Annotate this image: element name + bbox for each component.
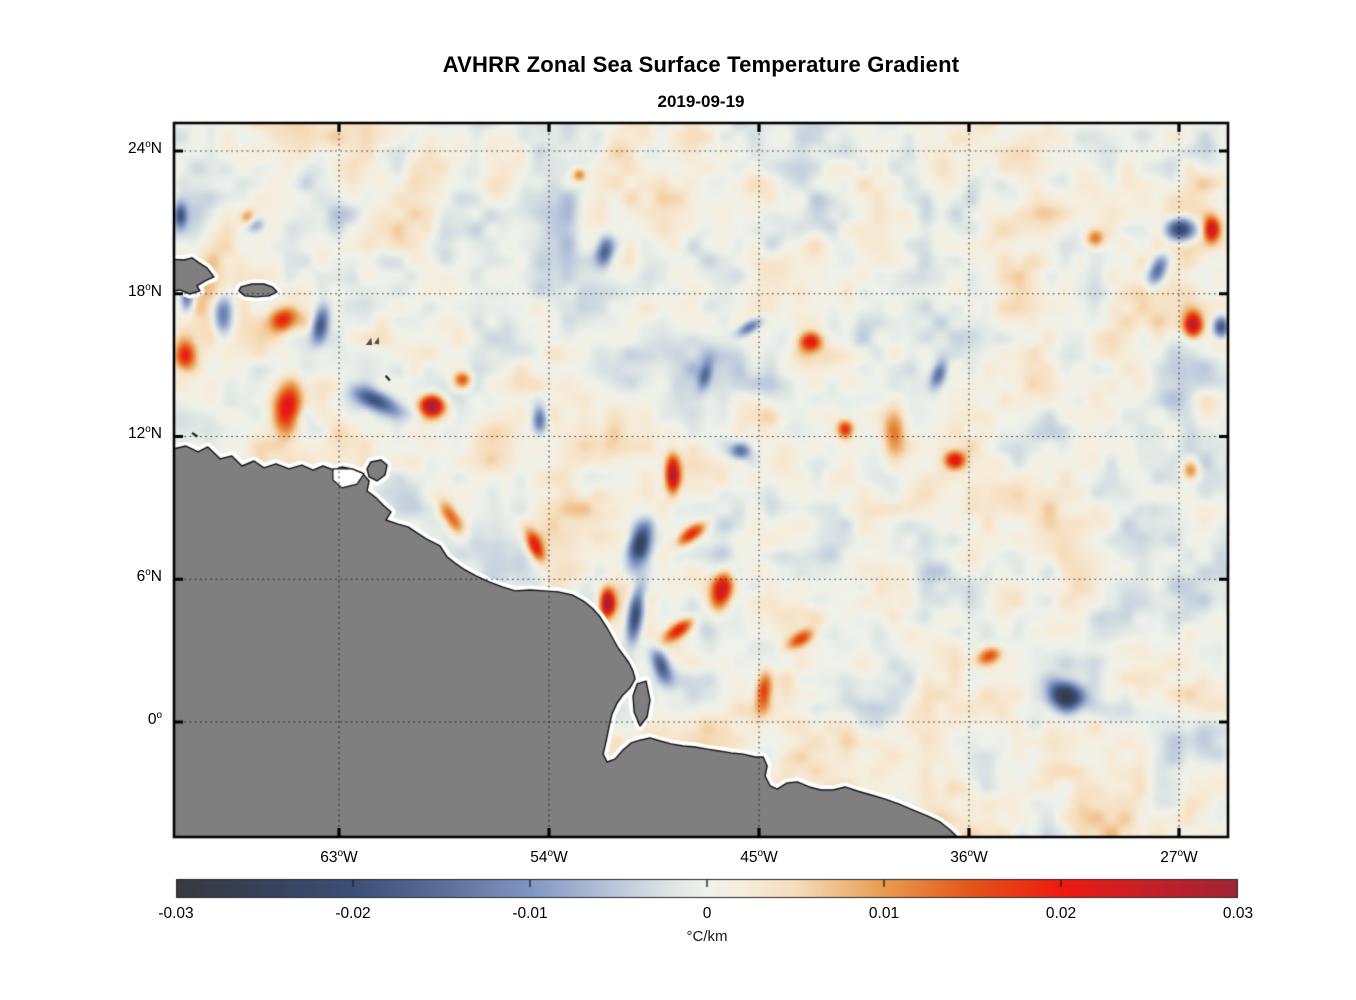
chart-date-subtitle: 2019-09-19 [657,92,745,111]
colorbar-tick-label: 0.03 [1222,905,1254,922]
x-tick-label: 36oW [950,847,988,866]
colorbar-tick-label: 0 [702,905,712,922]
x-tick-label: 27oW [1160,847,1198,866]
chart-title: AVHRR Zonal Sea Surface Temperature Grad… [442,52,960,77]
y-tick-label: 0o [147,709,162,728]
colorbar-tick-label: -0.01 [512,905,548,922]
y-tick-label: 18oN [127,281,162,300]
colorbar-tick-label: 0.02 [1045,905,1077,922]
colorbar-unit-label: °C/km [686,928,728,945]
colorbar-tick-label: -0.03 [158,905,194,922]
x-tick-label: 63oW [320,847,358,866]
y-tick-label: 24oN [127,138,162,157]
y-tick-label: 6oN [136,567,162,586]
y-tick-label: 12oN [127,424,162,443]
x-tick-label: 54oW [530,847,568,866]
colorbar-tick-label: -0.02 [335,905,371,922]
x-tick-label: 45oW [740,847,778,866]
colorbar-tick-label: 0.01 [868,905,900,922]
